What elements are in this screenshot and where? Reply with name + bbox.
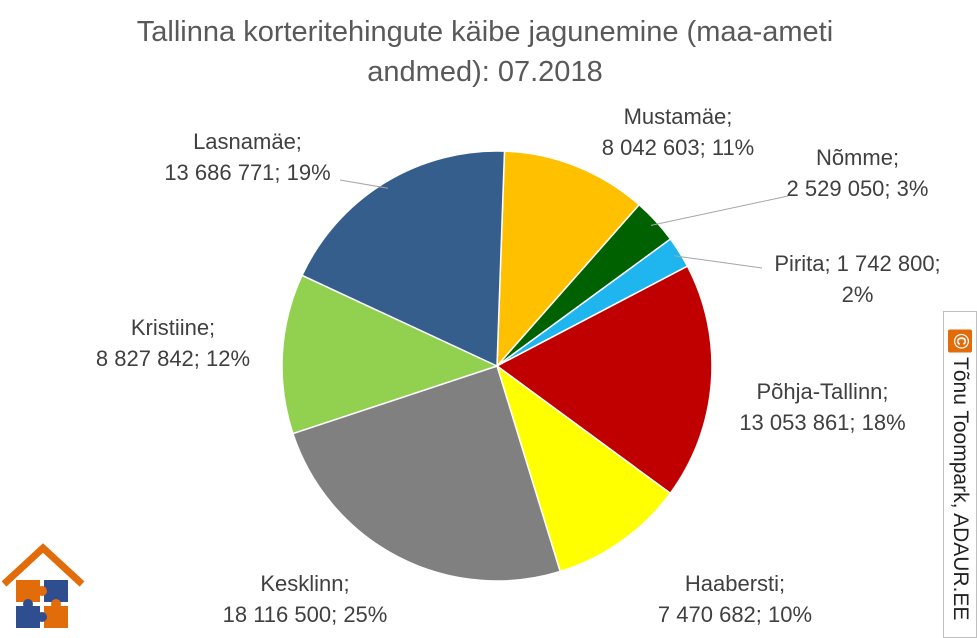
label-nomme-line-2: 2 529 050; 3% [786,176,929,201]
label-pirita: Pirita; 1 742 800; 2% [760,248,955,310]
label-kristiine: Kristiine; 8 827 842; 12% [78,312,268,374]
label-lasnamae-line-1: Lasnamäe; [193,129,302,154]
label-kesklinn: Kesklinn; 18 116 500; 25% [200,568,410,630]
pie-slice-mustamae [496,150,641,369]
house-puzzle-logo [1,543,85,628]
copyright-icon: © [948,329,972,353]
puzzle-piece-2 [44,580,68,602]
puzzle-piece-1 [16,580,40,602]
label-lasnamae-line-2: 13 686 771; 19% [164,160,331,185]
label-pirita-line-2: 2% [841,282,874,307]
label-haabersti: Haabersti; 7 470 682; 10% [640,568,830,630]
label-nomme: Nõmme; 2 529 050; 3% [770,142,945,204]
label-pohja-tallinn-line-1: Põhja-Tallinn; [756,379,889,404]
label-pohja-tallinn: Põhja-Tallinn; 13 053 861; 18% [720,376,925,438]
label-nomme-line-1: Nõmme; [815,145,900,170]
copyright-credit: © Tõnu Toompark, ADAUR.EE [943,311,977,638]
label-haabersti-line-1: Haabersti; [684,571,786,596]
leader-line-7 [339,179,388,189]
leader-line-1 [650,195,789,226]
puzzle-piece-3 [16,606,40,628]
credit-text: Tõnu Toompark, ADAUR.EE [949,356,972,620]
label-kesklinn-line-2: 18 116 500; 25% [222,602,388,627]
pie-slice-kesklinn [291,365,562,582]
pie-slice-kristiine [281,274,500,435]
label-lasnamae: Lasnamäe; 13 686 771; 19% [150,126,345,188]
pie-slice-haabersti [495,364,672,573]
chart-title: Tallinna korteritehingute käibe jagunemi… [90,12,880,92]
label-pohja-tallinn-line-2: 13 053 861; 18% [739,410,906,435]
label-kesklinn-line-1: Kesklinn; [260,571,350,596]
label-mustamae-line-2: 8 042 603; 11% [601,135,755,160]
puzzle-piece-4 [44,606,68,628]
roof-icon [1,543,85,587]
label-pirita-line-1: Pirita; 1 742 800; [774,251,941,276]
label-kristiine-line-1: Kristiine; [130,315,216,340]
pie-slice-pohja-tallinn [495,265,713,495]
label-mustamae-line-1: Mustamäe; [623,104,733,129]
chart-title-line-2: andmed): 07.2018 [367,56,603,88]
label-kristiine-line-2: 8 827 842; 12% [95,346,251,371]
label-mustamae: Mustamäe; 8 042 603; 11% [578,101,778,163]
label-haabersti-line-2: 7 470 682; 10% [657,602,813,627]
chart-title-line-1: Tallinna korteritehingute käibe jagunemi… [136,16,834,48]
pie-slice-lasnamae [301,150,506,368]
leader-line-2 [673,255,763,269]
